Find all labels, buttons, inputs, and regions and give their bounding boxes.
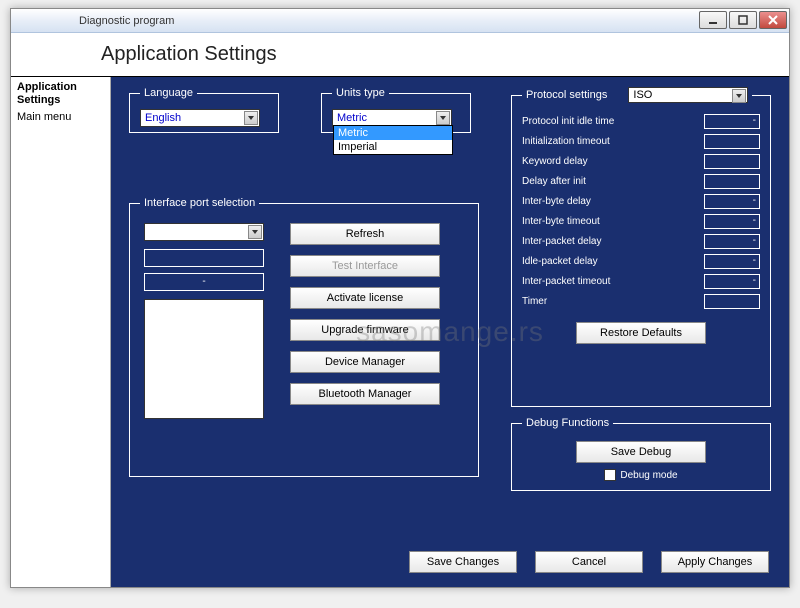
port-listbox[interactable] xyxy=(144,299,264,419)
protocol-row-label: Inter-packet timeout xyxy=(522,276,610,287)
protocol-legend: Protocol settings ISO xyxy=(522,87,752,103)
protocol-row: Protocol init idle time - xyxy=(522,113,760,130)
port-select[interactable] xyxy=(144,223,264,241)
page-title: Application Settings xyxy=(101,43,277,66)
main-panel: sasomange.rs Language English Units type… xyxy=(111,77,789,587)
port-buttons: Refresh Test Interface Activate license … xyxy=(290,223,440,405)
protocol-row: Timer xyxy=(522,293,760,310)
protocol-row-label: Idle-packet delay xyxy=(522,256,598,267)
upgrade-firmware-button[interactable]: Upgrade firmware xyxy=(290,319,440,341)
protocol-row: Delay after init xyxy=(522,173,760,190)
debug-mode-label: Debug mode xyxy=(620,470,677,481)
page-header: Application Settings xyxy=(11,33,789,77)
protocol-row-label: Timer xyxy=(522,296,547,307)
protocol-row-label: Inter-byte delay xyxy=(522,196,591,207)
sidebar-item-app-settings[interactable]: Application Settings xyxy=(17,81,104,107)
port-left-col: - xyxy=(144,223,264,419)
protocol-row-value[interactable]: - xyxy=(704,114,760,129)
bottom-buttons: Save Changes Cancel Apply Changes xyxy=(409,551,769,573)
chevron-down-icon xyxy=(248,225,262,239)
protocol-select[interactable]: ISO xyxy=(628,87,748,103)
protocol-row: Inter-byte delay - xyxy=(522,193,760,210)
minimize-button[interactable] xyxy=(699,11,727,29)
protocol-row-value[interactable] xyxy=(704,154,760,169)
chevron-down-icon xyxy=(244,111,258,125)
language-select[interactable]: English xyxy=(140,109,260,127)
protocol-row-label: Initialization timeout xyxy=(522,136,610,147)
protocol-row-value[interactable]: - xyxy=(704,274,760,289)
protocol-rows: Protocol init idle time - Initialization t… xyxy=(522,113,760,310)
protocol-row-value[interactable] xyxy=(704,294,760,309)
units-option-imperial[interactable]: Imperial xyxy=(334,140,452,154)
port-text2: - xyxy=(144,273,264,291)
protocol-row: Inter-packet delay - xyxy=(522,233,760,250)
units-value: Metric xyxy=(337,112,367,124)
protocol-row-label: Delay after init xyxy=(522,176,586,187)
sidebar: Application Settings Main menu xyxy=(11,77,111,587)
titlebar: Diagnostic program xyxy=(11,9,789,33)
protocol-row-value[interactable]: - xyxy=(704,214,760,229)
protocol-row-label: Inter-packet delay xyxy=(522,236,602,247)
close-button[interactable] xyxy=(759,11,787,29)
bluetooth-manager-button[interactable]: Bluetooth Manager xyxy=(290,383,440,405)
chevron-down-icon xyxy=(436,111,450,125)
protocol-row-value[interactable] xyxy=(704,134,760,149)
language-legend: Language xyxy=(140,87,197,99)
debug-group: Debug Functions Save Debug Debug mode xyxy=(511,417,771,491)
window-controls xyxy=(699,11,787,29)
debug-legend: Debug Functions xyxy=(522,417,613,429)
cancel-button[interactable]: Cancel xyxy=(535,551,643,573)
protocol-row-label: Inter-byte timeout xyxy=(522,216,600,227)
protocol-row-value[interactable] xyxy=(704,174,760,189)
chevron-down-icon xyxy=(732,89,746,103)
window-title: Diagnostic program xyxy=(79,15,174,27)
protocol-row: Idle-packet delay - xyxy=(522,253,760,270)
refresh-button[interactable]: Refresh xyxy=(290,223,440,245)
units-legend: Units type xyxy=(332,87,389,99)
protocol-row-value[interactable]: - xyxy=(704,254,760,269)
apply-changes-button[interactable]: Apply Changes xyxy=(661,551,769,573)
debug-mode-checkbox[interactable]: Debug mode xyxy=(522,469,760,481)
protocol-row: Initialization timeout xyxy=(522,133,760,150)
units-option-metric[interactable]: Metric xyxy=(334,126,452,140)
port-legend: Interface port selection xyxy=(140,197,259,209)
app-window: Diagnostic program Application Settings … xyxy=(10,8,790,588)
protocol-row-label: Protocol init idle time xyxy=(522,116,614,127)
protocol-row: Inter-packet timeout - xyxy=(522,273,760,290)
body: Application Settings Main menu sasomange… xyxy=(11,77,789,587)
test-interface-button[interactable]: Test Interface xyxy=(290,255,440,277)
language-value: English xyxy=(145,112,181,124)
protocol-row-label: Keyword delay xyxy=(522,156,588,167)
sidebar-item-main-menu[interactable]: Main menu xyxy=(17,111,104,124)
language-group: Language English xyxy=(129,87,279,133)
protocol-row-value[interactable]: - xyxy=(704,234,760,249)
restore-defaults-button[interactable]: Restore Defaults xyxy=(576,322,706,344)
activate-license-button[interactable]: Activate license xyxy=(290,287,440,309)
port-text1 xyxy=(144,249,264,267)
protocol-row: Inter-byte timeout - xyxy=(522,213,760,230)
protocol-value: ISO xyxy=(633,89,652,101)
device-manager-button[interactable]: Device Manager xyxy=(290,351,440,373)
checkbox-icon xyxy=(604,469,616,481)
maximize-button[interactable] xyxy=(729,11,757,29)
protocol-row-value[interactable]: - xyxy=(704,194,760,209)
port-group: Interface port selection - Refresh Test … xyxy=(129,197,479,477)
units-dropdown: Metric Imperial xyxy=(333,125,453,155)
protocol-row: Keyword delay xyxy=(522,153,760,170)
save-debug-button[interactable]: Save Debug xyxy=(576,441,706,463)
protocol-group: Protocol settings ISO Protocol init idle… xyxy=(511,87,771,407)
save-changes-button[interactable]: Save Changes xyxy=(409,551,517,573)
